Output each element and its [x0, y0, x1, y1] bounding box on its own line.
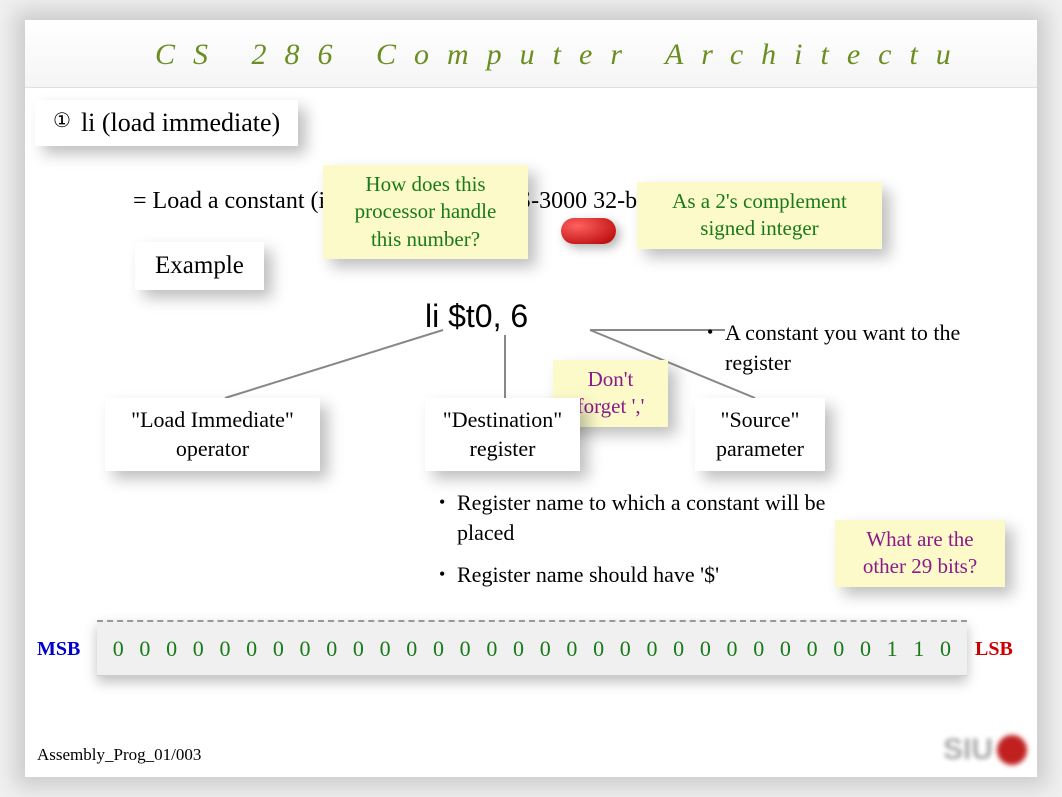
msb-label: MSB: [37, 638, 80, 661]
code-line: li $t0, 6: [425, 298, 528, 335]
bit-cell: 0: [433, 636, 444, 662]
lsb-label: LSB: [975, 638, 1013, 661]
bit-cell: 0: [566, 636, 577, 662]
section-number-icon: ①: [53, 108, 71, 133]
example-label: Example: [135, 242, 264, 290]
footer-text: Assembly_Prog_01/003: [37, 745, 201, 765]
bit-cell: 0: [833, 636, 844, 662]
bit-cell: 0: [673, 636, 684, 662]
bit-row: 00000000000000000000000000000110: [97, 620, 967, 676]
bit-cell: 0: [860, 636, 871, 662]
callout-how-handle: How does thisprocessor handlethis number…: [323, 165, 528, 259]
annotation-source: "Source"parameter: [695, 398, 825, 471]
bit-cell: 0: [540, 636, 551, 662]
bit-cell: 0: [807, 636, 818, 662]
bit-cell: 0: [700, 636, 711, 662]
bit-cell: 0: [193, 636, 204, 662]
annotation-destination: "Destination"register: [425, 398, 580, 471]
bit-cell: 0: [620, 636, 631, 662]
bullet-register-name: Register name to which a constant will b…: [457, 488, 837, 547]
bit-cell: 0: [940, 636, 951, 662]
course-title: CS 286 Computer Architectu: [155, 38, 969, 72]
bit-cell: 0: [246, 636, 257, 662]
logo-dot-icon: [997, 735, 1027, 765]
institution-logo: SIU: [943, 733, 1027, 767]
slide: CS 286 Computer Architectu ① li (load im…: [25, 20, 1037, 777]
section-heading: ① li (load immediate): [35, 100, 298, 146]
bit-cell: 0: [593, 636, 604, 662]
bit-cell: 0: [753, 636, 764, 662]
bit-cell: 0: [780, 636, 791, 662]
callout-other-bits: What are theother 29 bits?: [835, 520, 1005, 587]
bit-cell: 0: [460, 636, 471, 662]
bit-cell: 0: [406, 636, 417, 662]
bit-cell: 0: [139, 636, 150, 662]
title-bar: CS 286 Computer Architectu: [25, 20, 1037, 88]
bit-cell: 0: [646, 636, 657, 662]
bit-cell: 0: [727, 636, 738, 662]
bit-cell: 0: [166, 636, 177, 662]
bit-cell: 0: [113, 636, 124, 662]
bit-cell: 0: [219, 636, 230, 662]
section-heading-text: li (load immediate): [81, 108, 280, 137]
bit-cell: 0: [380, 636, 391, 662]
bullet-dollar-sign: Register name should have '$': [457, 560, 837, 590]
bit-cell: 1: [887, 636, 898, 662]
bullet-constant: A constant you want to the register: [725, 318, 985, 377]
bit-cell: 0: [326, 636, 337, 662]
bit-cell: 0: [300, 636, 311, 662]
bit-cell: 0: [353, 636, 364, 662]
logo-text: SIU: [943, 733, 993, 767]
bit-cell: 1: [913, 636, 924, 662]
bit-cell: 0: [486, 636, 497, 662]
bit-cell: 0: [513, 636, 524, 662]
annotation-load-immediate: "Load Immediate"operator: [105, 398, 320, 471]
red-pill-icon: [561, 218, 616, 244]
callout-complement: As a 2's complementsigned integer: [637, 182, 882, 249]
bit-cell: 0: [273, 636, 284, 662]
